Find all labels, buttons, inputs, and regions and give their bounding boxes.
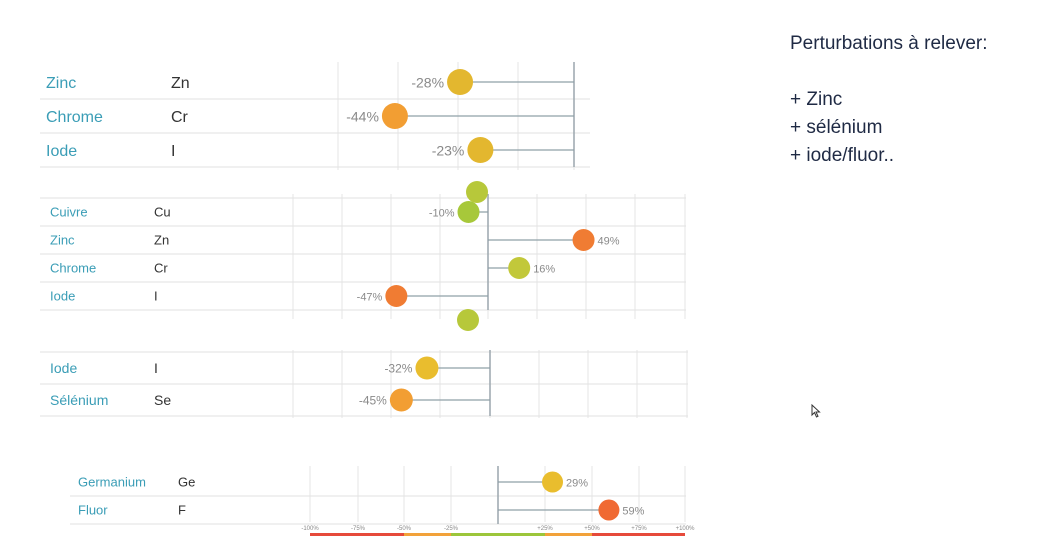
cropped-dot	[466, 181, 488, 203]
lollipop-dot-selenium	[389, 388, 413, 412]
axis-tick-label: +50%	[584, 526, 600, 532]
axis-tick-label: +100%	[676, 526, 696, 532]
element-name-cuivre: Cuivre	[50, 205, 88, 220]
element-symbol-selenium: Se	[154, 392, 171, 408]
value-label-selenium: -45%	[359, 394, 387, 408]
mouse-cursor-icon	[811, 404, 821, 418]
value-label-zinc: 49%	[598, 235, 620, 247]
value-label-iode: -32%	[384, 362, 412, 376]
chart-1: Zinc Zn -28% Chrome Cr -44% Iode I -23%	[40, 62, 590, 170]
notes-panel: Perturbations à relever: + Zinc + séléni…	[790, 30, 988, 170]
value-label-germanium: 29%	[566, 477, 588, 489]
value-label-chrome: -44%	[346, 108, 379, 124]
element-symbol-iode: I	[171, 143, 175, 160]
lollipop-dot-iode	[467, 137, 494, 163]
element-name-zinc: Zinc	[50, 233, 75, 248]
axis-tick-label: -25%	[444, 526, 459, 532]
notes-item-zinc: + Zinc	[790, 89, 843, 110]
chart-3-svg: Iode I -32% Sélénium Se -45%	[40, 350, 688, 418]
element-name-germanium: Germanium	[78, 475, 146, 490]
chart-2: Cuivre Cu -10% Zinc Zn 49% Chrome Cr 16% Iode I -47…	[40, 181, 690, 331]
lollipop-dot-chrome	[508, 257, 531, 279]
lollipop-dot-cuivre	[457, 201, 480, 223]
value-label-chrome: 16%	[533, 263, 555, 275]
element-name-chrome: Chrome	[50, 261, 96, 276]
element-name-chrome: Chrome	[46, 109, 103, 126]
chart-1-svg: Zinc Zn -28% Chrome Cr -44% Iode I -23%	[40, 62, 590, 170]
element-symbol-chrome: Cr	[171, 109, 189, 126]
value-label-zinc: -28%	[411, 74, 444, 90]
lollipop-dot-zinc	[572, 229, 595, 251]
notes-item-selenium: + sélénium	[790, 117, 883, 138]
lollipop-dot-chrome	[381, 103, 408, 129]
value-label-fluor: 59%	[622, 505, 644, 517]
element-symbol-zinc: Zn	[171, 75, 190, 92]
element-name-selenium: Sélénium	[50, 392, 108, 408]
axis-tick-label: -50%	[397, 526, 412, 532]
axis-tick-label: -75%	[351, 526, 366, 532]
element-name-iode: Iode	[50, 360, 77, 376]
lollipop-dot-fluor	[598, 499, 620, 521]
value-label-cuivre: -10%	[429, 207, 455, 219]
chart-2-svg: Cuivre Cu -10% Zinc Zn 49% Chrome Cr 16% Iode I -47…	[40, 181, 686, 331]
element-symbol-germanium: Ge	[178, 475, 195, 490]
color-scale-segment	[404, 533, 451, 536]
element-name-iode: Iode	[46, 143, 77, 160]
element-name-iode: Iode	[50, 289, 75, 304]
axis-tick-label: +25%	[537, 526, 553, 532]
axis-tick-label: +75%	[631, 526, 647, 532]
value-label-iode: -23%	[432, 142, 465, 158]
chart-4: Germanium Ge 29% Fluor F 59% -100% -75% -50% -25%…	[70, 466, 700, 536]
color-scale-segment	[592, 533, 685, 536]
chart-4-svg: Germanium Ge 29% Fluor F 59% -100% -75% -50% -25%…	[70, 466, 696, 536]
notes-item-iode-fluor: + iode/fluor..	[790, 145, 895, 166]
lollipop-dot-iode	[415, 356, 439, 380]
color-scale-segment	[310, 533, 404, 536]
cropped-header-fragment	[45, 0, 225, 3]
lollipop-dot-iode	[385, 285, 408, 307]
cropped-dot	[457, 309, 479, 331]
axis-tick-label: -100%	[301, 526, 319, 532]
chart-3: Iode I -32% Sélénium Se -45%	[40, 350, 690, 418]
element-symbol-chrome: Cr	[154, 261, 168, 276]
color-scale-segment	[545, 533, 592, 536]
element-name-fluor: Fluor	[78, 503, 108, 518]
element-symbol-fluor: F	[178, 503, 186, 518]
element-symbol-iode: I	[154, 360, 158, 376]
color-scale-segment	[451, 533, 545, 536]
value-label-iode: -47%	[357, 291, 383, 303]
element-name-zinc: Zinc	[46, 75, 76, 92]
element-symbol-iode: I	[154, 289, 158, 304]
lollipop-dot-zinc	[447, 69, 474, 95]
element-symbol-cuivre: Cu	[154, 205, 171, 220]
notes-title: Perturbations à relever:	[790, 33, 988, 54]
element-symbol-zinc: Zn	[154, 233, 169, 248]
lollipop-dot-germanium	[542, 471, 564, 493]
